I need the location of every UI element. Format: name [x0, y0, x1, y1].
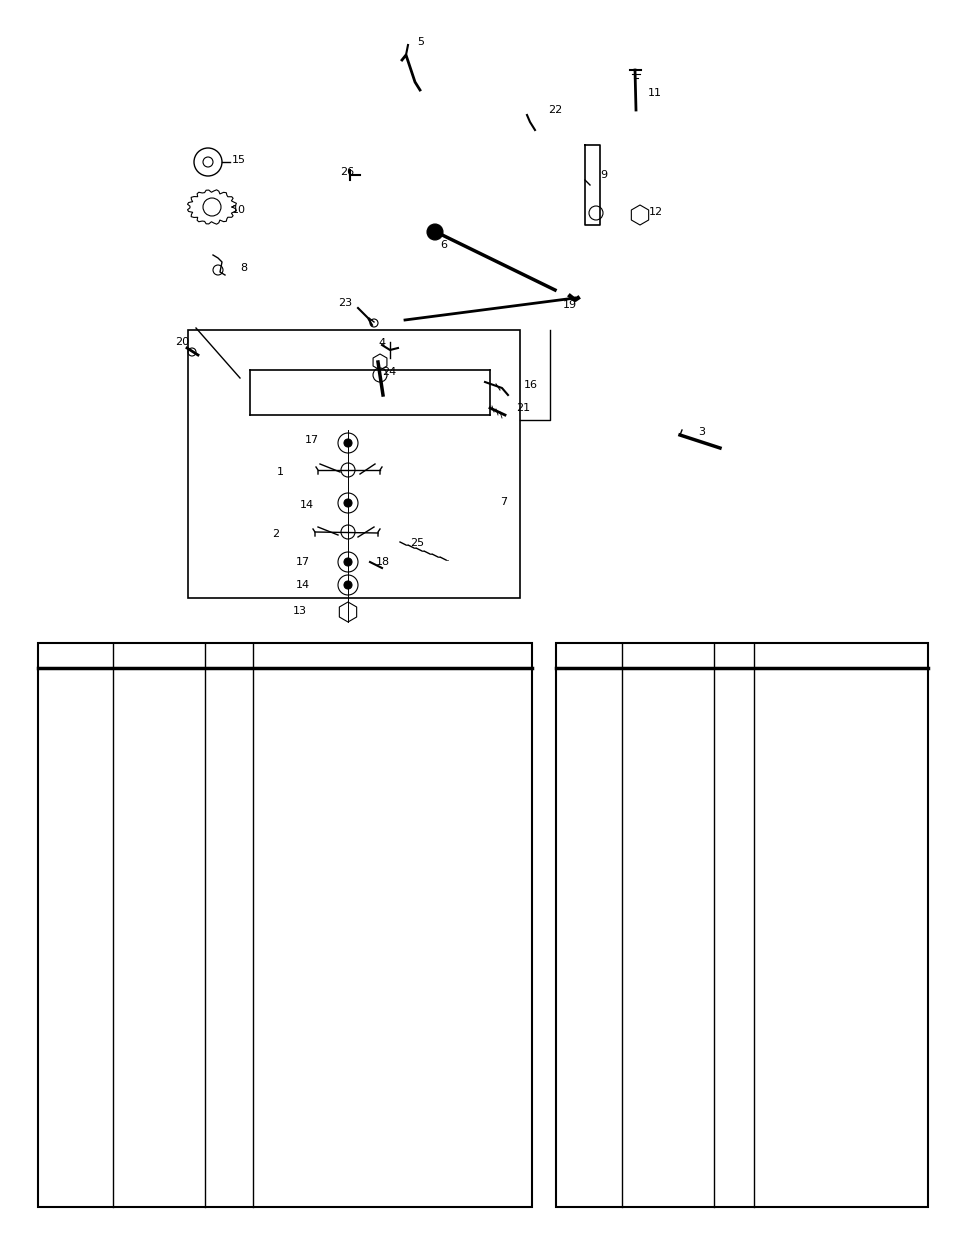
- Text: 2: 2: [272, 529, 279, 538]
- Text: 12: 12: [648, 207, 662, 217]
- Text: 11: 11: [647, 88, 661, 98]
- Bar: [556, 643, 927, 1207]
- Circle shape: [427, 224, 442, 240]
- Circle shape: [344, 558, 352, 566]
- Text: 7: 7: [499, 496, 507, 508]
- Circle shape: [344, 580, 352, 589]
- Text: 8: 8: [240, 263, 247, 273]
- Text: 17: 17: [305, 435, 319, 445]
- Text: 6: 6: [439, 240, 447, 249]
- Text: 26: 26: [339, 167, 354, 177]
- Circle shape: [344, 499, 352, 508]
- Text: 19: 19: [562, 300, 577, 310]
- Text: 5: 5: [416, 37, 423, 47]
- Text: 1: 1: [276, 467, 284, 477]
- Text: 9: 9: [599, 170, 606, 180]
- Text: 10: 10: [232, 205, 246, 215]
- Text: 14: 14: [295, 580, 310, 590]
- Text: 16: 16: [523, 380, 537, 390]
- Circle shape: [344, 438, 352, 447]
- Text: 4: 4: [377, 338, 385, 348]
- Text: 21: 21: [516, 403, 530, 412]
- Text: 15: 15: [232, 156, 246, 165]
- Text: 17: 17: [295, 557, 310, 567]
- Text: 25: 25: [410, 538, 424, 548]
- Text: 3: 3: [698, 427, 704, 437]
- Bar: [188, 330, 519, 598]
- Text: 14: 14: [299, 500, 314, 510]
- Text: 22: 22: [547, 105, 561, 115]
- Bar: [38, 643, 532, 1207]
- Text: 20: 20: [174, 337, 189, 347]
- Text: 13: 13: [293, 606, 307, 616]
- Text: 23: 23: [337, 298, 352, 308]
- Text: 18: 18: [375, 557, 390, 567]
- Text: 24: 24: [381, 367, 395, 377]
